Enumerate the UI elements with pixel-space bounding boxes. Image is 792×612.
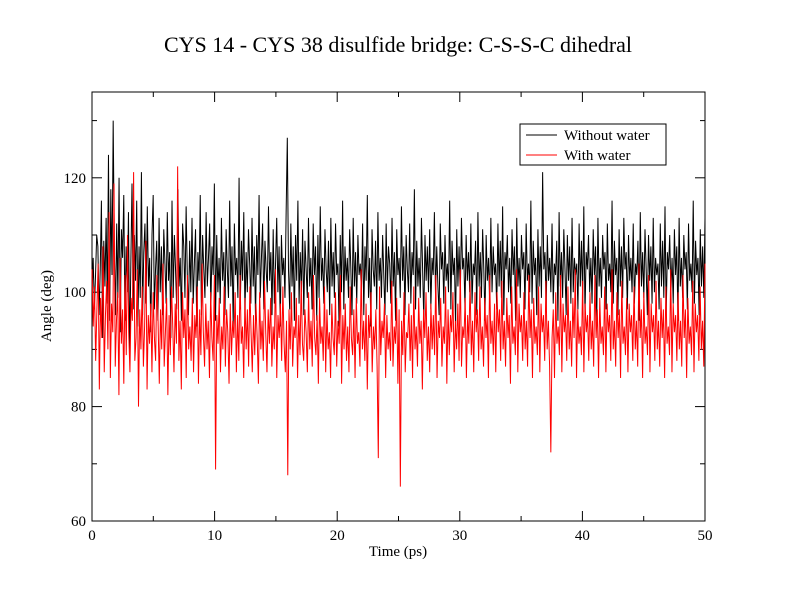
legend-label: With water [564,148,630,164]
y-tick-label: 80 [71,400,86,416]
axis-ticks: 0 10 20 30 40 50 60 80 100 120 [64,92,713,544]
legend-label: Without water [564,128,650,144]
y-tick-label: 100 [64,285,87,301]
series-lines [91,120,706,487]
x-tick-label: 40 [575,528,590,544]
legend-box [519,123,667,166]
series-line-with-water [91,166,706,487]
series-line-without-water [91,120,706,356]
x-tick-label: 0 [88,528,96,544]
x-tick-label: 30 [452,528,467,544]
x-tick-label: 10 [207,528,222,544]
legend: Without water With water [519,123,667,166]
x-tick-label: 20 [330,528,345,544]
y-axis-label: Angle (deg) [39,270,55,342]
x-tick-label: 50 [698,528,713,544]
chart-title: CYS 14 - CYS 38 disulfide bridge: C-S-S-… [164,32,632,57]
y-tick-label: 120 [64,171,87,187]
x-axis-label: Time (ps) [369,544,427,560]
y-tick-label: 60 [71,514,86,530]
